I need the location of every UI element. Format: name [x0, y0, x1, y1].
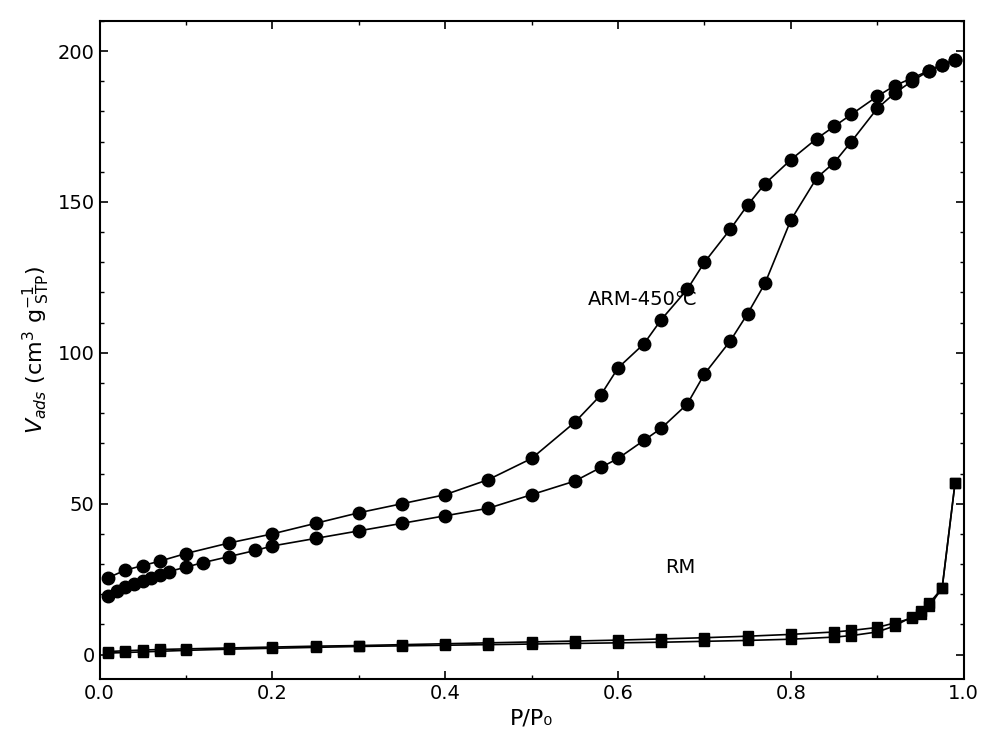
X-axis label: P/P₀: P/P₀ [510, 708, 553, 728]
Text: ARM-450℃: ARM-450℃ [588, 290, 698, 309]
Y-axis label: $V_{ads}\ \mathrm{(cm^3\ g^{-1}_{\ STP})}$: $V_{ads}\ \mathrm{(cm^3\ g^{-1}_{\ STP})… [21, 265, 52, 434]
Text: RM: RM [666, 558, 696, 577]
